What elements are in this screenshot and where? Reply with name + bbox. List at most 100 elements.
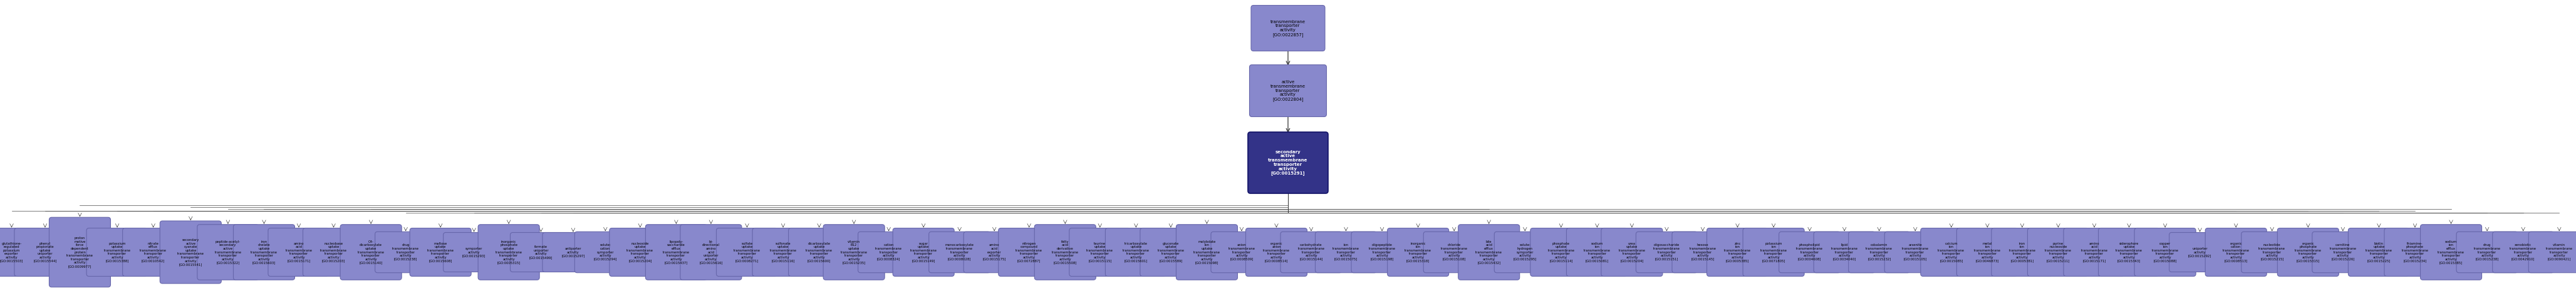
Text: sulfonate
uptake
transmembrane
transporter
activity
[GO:0015116]: sulfonate uptake transmembrane transport… — [770, 242, 796, 262]
FancyBboxPatch shape — [1352, 232, 1412, 273]
Text: anion
transmembrane
transporter
activity
[GO:0008509]: anion transmembrane transporter activity… — [1229, 244, 1255, 261]
FancyBboxPatch shape — [268, 228, 330, 276]
Text: ion
transmembrane
transporter
activity
[GO:0015075]: ion transmembrane transporter activity [… — [1332, 244, 1360, 261]
Text: peptide-acetyl-
secondary
active
transmembrane
transporter
activity
[GO:0015322]: peptide-acetyl- secondary active transme… — [214, 240, 242, 264]
Text: organic
phosphate
transmembrane
transporter
activity
[GO:0015315]: organic phosphate transmembrane transpor… — [2295, 242, 2321, 262]
Text: maltose
uptake
transmembrane
transporter
activity
[GO:0015608]: maltose uptake transmembrane transporter… — [428, 242, 453, 262]
FancyBboxPatch shape — [1425, 232, 1484, 273]
Text: organic
anion
transmembrane
transporter
activity
[GO:0008514]: organic anion transmembrane transporter … — [1262, 242, 1291, 262]
Text: secondary
active
cyanate
uptake
transmembrane
transporter
activity
[GO:0015541]: secondary active cyanate uptake transmem… — [178, 238, 204, 266]
FancyBboxPatch shape — [2385, 228, 2445, 276]
FancyBboxPatch shape — [1744, 228, 1803, 276]
Text: vitamin
transmembrane
transporter
activity
[GO:0090421]: vitamin transmembrane transporter activi… — [2545, 244, 2573, 261]
FancyBboxPatch shape — [0, 228, 41, 276]
FancyBboxPatch shape — [1991, 228, 2053, 276]
FancyBboxPatch shape — [2458, 232, 2517, 273]
FancyBboxPatch shape — [611, 228, 670, 276]
Text: nucleobase
uptake
transmembrane
transporter
activity
[GO:0015203]: nucleobase uptake transmembrane transpor… — [319, 242, 348, 262]
Text: phosphate
uptake
transmembrane
transporter
activity
[GO:0015114]: phosphate uptake transmembrane transport… — [1548, 242, 1574, 262]
FancyBboxPatch shape — [788, 228, 850, 276]
Text: biotin
uptake
transmembrane
transporter
activity
[GO:0015225]: biotin uptake transmembrane transporter … — [2365, 242, 2393, 262]
FancyBboxPatch shape — [1708, 228, 1767, 276]
Text: dicarboxylate
uptake
transmembrane
transporter
activity
[GO:0015600]: dicarboxylate uptake transmembrane trans… — [806, 242, 832, 262]
Text: bile
acid
efflux
transmembrane
transporter
activity
[GO:0015432]: bile acid efflux transmembrane transport… — [1476, 240, 1502, 264]
Text: carnitine
transmembrane
transporter
activity
[GO:0015226]: carnitine transmembrane transporter acti… — [2329, 244, 2357, 261]
FancyBboxPatch shape — [2099, 228, 2159, 276]
Text: uniporter
activity
[GO:0015292]: uniporter activity [GO:0015292] — [2187, 247, 2213, 257]
Text: formate
uniporter
activity
[GO:0015499]: formate uniporter activity [GO:0015499] — [528, 245, 554, 259]
Text: antiporter
activity
[GO:0015297]: antiporter activity [GO:0015297] — [562, 247, 585, 257]
FancyBboxPatch shape — [2277, 228, 2339, 276]
FancyBboxPatch shape — [1958, 228, 2017, 276]
FancyBboxPatch shape — [376, 232, 435, 273]
FancyBboxPatch shape — [574, 232, 636, 273]
FancyBboxPatch shape — [752, 228, 814, 276]
Text: hexose
transmembrane
transporter
activity
[GO:0015145]: hexose transmembrane transporter activit… — [1690, 244, 1716, 261]
FancyBboxPatch shape — [1249, 65, 1327, 117]
Text: metal
ion
transmembrane
transporter
activity
[GO:0046873]: metal ion transmembrane transporter acti… — [1973, 242, 2002, 262]
FancyBboxPatch shape — [824, 225, 884, 280]
FancyBboxPatch shape — [2136, 228, 2195, 276]
Text: solute:
cation
symporter
activity
[GO:0015294]: solute: cation symporter activity [GO:00… — [592, 244, 618, 261]
Text: cation
transmembrane
transporter
activity
[GO:0008324]: cation transmembrane transporter activit… — [876, 244, 902, 261]
FancyBboxPatch shape — [2349, 228, 2409, 276]
FancyBboxPatch shape — [49, 217, 111, 287]
FancyBboxPatch shape — [999, 228, 1059, 276]
Text: inorganic
ion
transmembrane
transporter
activity
[GO:0015318]: inorganic ion transmembrane transporter … — [1404, 242, 1432, 262]
Text: monocarboxylate
transmembrane
transporter
activity
[GO:0008028]: monocarboxylate transmembrane transporte… — [945, 244, 974, 261]
Text: copper
ion
transmembrane
transporter
activity
[GO:0015088]: copper ion transmembrane transporter act… — [2151, 242, 2179, 262]
FancyBboxPatch shape — [1280, 232, 1342, 273]
FancyBboxPatch shape — [510, 233, 572, 272]
FancyBboxPatch shape — [1141, 228, 1200, 276]
FancyBboxPatch shape — [858, 232, 920, 273]
Text: iron
chelate
uptake
transmembrane
transporter
activity
[GO:0015603]: iron chelate uptake transmembrane transp… — [250, 240, 278, 264]
Text: sodium
ion
efflux
transmembrane
transporter
activity
[GO:0015385]: sodium ion efflux transmembrane transpor… — [2437, 240, 2465, 264]
Text: secondary
active
transmembrane
transporter
activity
[GO:0015291]: secondary active transmembrane transport… — [1267, 150, 1309, 175]
Text: thiamine-
phosphate
transmembrane
transporter
activity
[GO:0015234]: thiamine- phosphate transmembrane transp… — [2401, 242, 2429, 262]
Text: urea
uptake
transmembrane
transporter
activity
[GO:0015204]: urea uptake transmembrane transporter ac… — [1618, 242, 1646, 262]
FancyBboxPatch shape — [124, 228, 183, 276]
Text: calcium
ion
transmembrane
transporter
activity
[GO:0015085]: calcium ion transmembrane transporter ac… — [1937, 242, 1965, 262]
Text: taurine
uptake
transmembrane
transporter
activity
[GO:0015115]: taurine uptake transmembrane transporter… — [1087, 242, 1113, 262]
Text: amino
acid
transmembrane
transporter
activity
[GO:0015171]: amino acid transmembrane transporter act… — [2081, 242, 2107, 262]
FancyBboxPatch shape — [2530, 232, 2576, 273]
FancyBboxPatch shape — [963, 232, 1025, 273]
FancyBboxPatch shape — [1814, 232, 1875, 273]
Text: symporter
activity
[GO:0015293]: symporter activity [GO:0015293] — [461, 247, 487, 257]
Text: nitrogen
compound
transmembrane
transporter
activity
[GO:0072887]: nitrogen compound transmembrane transpor… — [1015, 242, 1043, 262]
FancyBboxPatch shape — [1886, 232, 1945, 273]
FancyBboxPatch shape — [1494, 232, 1556, 273]
FancyBboxPatch shape — [1247, 228, 1306, 276]
Text: siderophore
uptake
transmembrane
transporter
activity
[GO:0015343]: siderophore uptake transmembrane transpo… — [2115, 242, 2143, 262]
Text: chloride
transmembrane
transporter
activity
[GO:0015108]: chloride transmembrane transporter activ… — [1440, 244, 1468, 261]
FancyBboxPatch shape — [234, 225, 294, 280]
FancyBboxPatch shape — [1672, 232, 1734, 273]
Text: tricarboxylate
uptake
transmembrane
transporter
activity
[GO:0015601]: tricarboxylate uptake transmembrane tran… — [1123, 242, 1149, 262]
FancyBboxPatch shape — [1602, 228, 1662, 276]
FancyBboxPatch shape — [2421, 225, 2481, 280]
Text: potassium
ion
transmembrane
transporter
activity
[GO:0071805]: potassium ion transmembrane transporter … — [1759, 242, 1788, 262]
Text: iron
ion
transmembrane
transporter
activity
[GO:0005381]: iron ion transmembrane transporter activ… — [2009, 242, 2035, 262]
FancyBboxPatch shape — [647, 225, 706, 280]
FancyBboxPatch shape — [2063, 228, 2125, 276]
Text: vitamin
B12
uptake
transmembrane
transporter
activity
[GO:0015235]: vitamin B12 uptake transmembrane transpo… — [840, 240, 868, 264]
Text: organic
cation
transmembrane
transporter
activity
[GO:0008513]: organic cation transmembrane transporter… — [2223, 242, 2249, 262]
Text: nucleoside
uptake
transmembrane
transporter
activity
[GO:0015204]: nucleoside uptake transmembrane transpor… — [626, 242, 654, 262]
Text: drug
transmembrane
transporter
activity
[GO:0015238]: drug transmembrane transporter activity … — [392, 244, 420, 261]
Text: nucleotide
transmembrane
transporter
activity
[GO:0015215]: nucleotide transmembrane transporter act… — [2259, 244, 2285, 261]
FancyBboxPatch shape — [1530, 228, 1592, 276]
FancyBboxPatch shape — [1036, 225, 1095, 280]
FancyBboxPatch shape — [1105, 228, 1167, 276]
Text: cobalamin
transmembrane
transporter
activity
[GO:0015232]: cobalamin transmembrane transporter acti… — [1865, 244, 1893, 261]
Text: amino
acid
exporter
activity
[GO:0015175]: amino acid exporter activity [GO:0015175… — [981, 244, 1007, 261]
FancyBboxPatch shape — [88, 228, 147, 276]
Text: solute:
hydrogen
symporter
activity
[GO:0015295]: solute: hydrogen symporter activity [GO:… — [1512, 244, 1538, 261]
Text: arsenite
transmembrane
transporter
activity
[GO:0015105]: arsenite transmembrane transporter activ… — [1901, 244, 1929, 261]
FancyBboxPatch shape — [716, 228, 778, 276]
FancyBboxPatch shape — [894, 228, 953, 276]
FancyBboxPatch shape — [198, 225, 258, 280]
FancyBboxPatch shape — [680, 225, 742, 280]
Text: drug
transmembrane
transporter
activity
[GO:0015238]: drug transmembrane transporter activity … — [2473, 244, 2501, 261]
FancyBboxPatch shape — [1316, 232, 1376, 273]
Text: xenobiotic
transmembrane
transporter
activity
[GO:0042910]: xenobiotic transmembrane transporter act… — [2509, 244, 2537, 261]
